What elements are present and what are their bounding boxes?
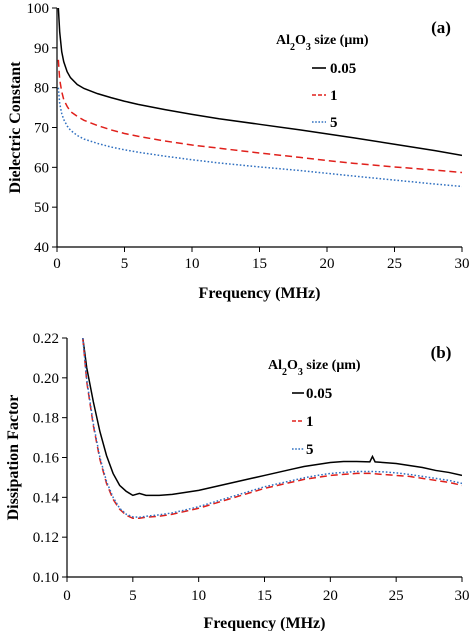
legend-label-0.05: 0.05: [306, 386, 332, 402]
y-tick-label: 0.10: [33, 570, 59, 586]
panel-b-chart: 0 5 10 15 20 25 300.100.120.140.160.180.200.22…: [5, 331, 470, 631]
x-tick-label: 5: [121, 256, 129, 272]
y-tick-label: 0.12: [33, 530, 59, 546]
legend-label-0.05: 0.05: [330, 61, 356, 77]
x-axis-label: Frequency (MHz): [199, 285, 321, 302]
legend-title: Al2O3 size (μm): [276, 33, 369, 53]
x-tick-label: 10: [185, 256, 200, 272]
y-tick-label: 0.18: [33, 411, 59, 427]
x-tick-label: 0: [53, 256, 61, 272]
legend-title: Al2O3 size (μm): [268, 358, 361, 378]
x-tick-label: 15: [252, 256, 267, 272]
y-tick-label: 90: [34, 41, 49, 57]
x-tick-label: 30: [455, 256, 470, 272]
series-line-5: [82, 338, 462, 519]
series-line-1: [57, 59, 462, 174]
y-tick-label: 70: [34, 121, 49, 137]
series-line-0.05: [82, 338, 462, 497]
y-tick-label: 0.20: [33, 371, 59, 387]
x-tick-label: 15: [257, 588, 272, 604]
y-tick-label: 0.14: [33, 490, 60, 506]
series-line-0.05: [57, 8, 462, 157]
x-tick-label: 20: [323, 588, 338, 604]
y-tick-label: 50: [34, 200, 49, 216]
panel-tag: (a): [431, 18, 451, 37]
x-tick-label: 0: [63, 588, 71, 604]
x-tick-label: 30: [455, 588, 470, 604]
y-axis-label: Dissipation Factor: [5, 395, 22, 521]
y-tick-label: 0.22: [33, 331, 59, 347]
x-tick-label: 25: [387, 256, 402, 272]
legend-label-5: 5: [306, 442, 314, 458]
x-tick-label: 25: [389, 588, 404, 604]
y-tick-label: 40: [34, 240, 49, 256]
legend-label-1: 1: [330, 88, 338, 104]
x-axis-label: Frequency (MHz): [204, 615, 326, 631]
y-tick-label: 80: [34, 81, 49, 97]
panel-tag: (b): [431, 343, 452, 362]
x-tick-label: 20: [320, 256, 335, 272]
y-tick-label: 100: [27, 1, 50, 17]
legend-label-1: 1: [306, 414, 314, 430]
y-axis-label: Dielectric Constant: [7, 61, 24, 194]
x-tick-label: 5: [129, 588, 137, 604]
y-tick-label: 60: [34, 160, 49, 176]
x-tick-label: 10: [191, 588, 206, 604]
series-line-1: [82, 338, 462, 519]
y-tick-label: 0.16: [33, 451, 60, 467]
legend-label-5: 5: [330, 115, 338, 131]
series-line-5: [57, 87, 462, 188]
